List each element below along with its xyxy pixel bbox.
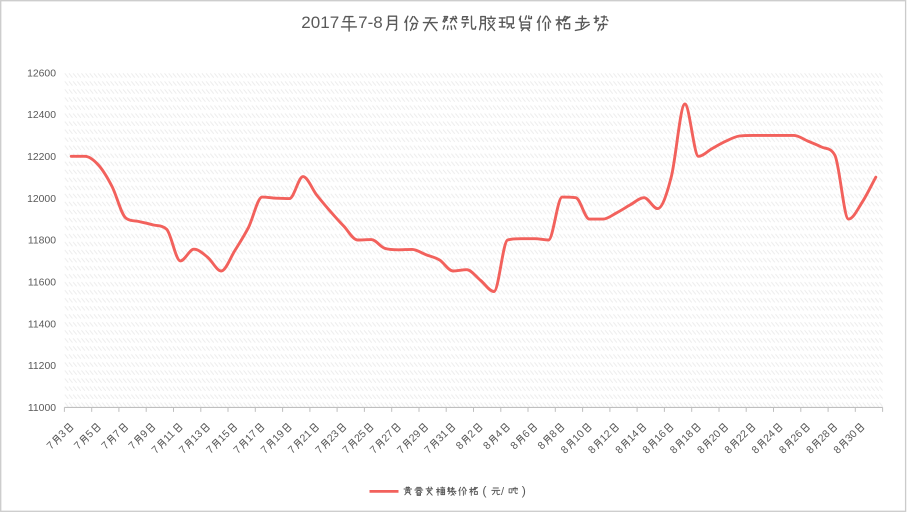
svg-text:): ) — [522, 484, 526, 498]
svg-text:-: - — [368, 13, 374, 32]
svg-text:12000: 12000 — [27, 194, 56, 205]
svg-text:12400: 12400 — [27, 110, 56, 121]
svg-text:11200: 11200 — [28, 361, 56, 372]
svg-text:8: 8 — [373, 13, 382, 32]
svg-text:0: 0 — [311, 13, 320, 32]
svg-text:7: 7 — [358, 13, 367, 32]
svg-text:11800: 11800 — [28, 236, 56, 247]
svg-text:/: / — [501, 486, 505, 498]
svg-text:12600: 12600 — [27, 68, 56, 79]
svg-text:11400: 11400 — [28, 319, 56, 330]
svg-text:12200: 12200 — [27, 152, 56, 163]
svg-text:1: 1 — [320, 13, 329, 32]
svg-text:2: 2 — [301, 13, 310, 32]
svg-text:7: 7 — [330, 13, 339, 32]
svg-text:11000: 11000 — [28, 403, 56, 414]
svg-text:11600: 11600 — [28, 278, 56, 289]
svg-text:(: ( — [482, 484, 487, 498]
